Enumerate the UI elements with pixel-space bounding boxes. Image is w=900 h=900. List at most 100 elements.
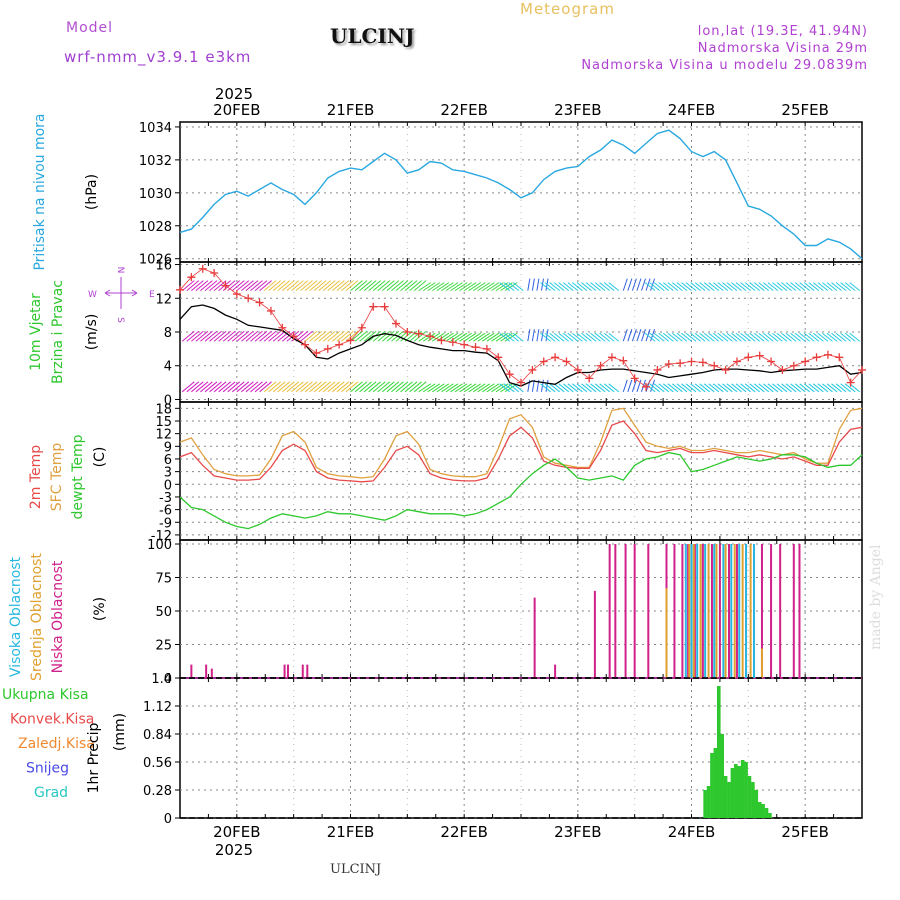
y-tick-label: 3 <box>164 466 172 481</box>
wind-barb <box>558 282 570 292</box>
wind-barb <box>694 332 706 342</box>
wind-barb <box>608 332 620 342</box>
precip-bar <box>730 768 735 818</box>
wind-barb <box>236 381 250 393</box>
wind-barb <box>690 383 701 393</box>
wind-barb <box>382 330 395 342</box>
gust-line <box>179 268 863 388</box>
wind-barb <box>231 280 245 291</box>
wind-barb <box>758 282 770 292</box>
wind-barb <box>531 329 535 342</box>
wind-barb <box>672 282 683 292</box>
wind-barb <box>277 280 291 291</box>
wind-barb <box>377 330 391 342</box>
wind-barb <box>826 282 838 292</box>
wind-barb <box>844 332 856 342</box>
wind-barb <box>477 383 491 393</box>
footer-station: ULCINJ <box>330 862 382 877</box>
wind-barb <box>749 332 761 342</box>
wind-barb <box>599 282 610 292</box>
wind-barb <box>186 330 200 342</box>
wind-barb <box>758 332 770 342</box>
wind-barb <box>636 379 642 392</box>
wind-barb <box>454 383 468 393</box>
wind-barb <box>608 383 620 393</box>
pressure-ylabel: Pritisak na nivou mora <box>32 113 48 270</box>
wind-barb <box>327 330 341 342</box>
precip-legend-item: Zaledj.Kisa <box>18 736 95 752</box>
wind-barb <box>553 282 565 292</box>
wind-barb <box>363 330 377 342</box>
wind-barb <box>581 383 592 393</box>
precip-legend-item: Grad <box>34 785 68 801</box>
precip-bar <box>710 753 714 818</box>
wind-barb <box>404 381 418 393</box>
wind-barb <box>636 329 642 342</box>
wind-barb <box>281 280 295 291</box>
wind-barb <box>622 278 628 291</box>
wind-barb <box>685 332 697 342</box>
y-tick-label: 50 <box>155 605 172 620</box>
precip-legend-item: Konvek.Kisa <box>10 712 94 728</box>
precip-bar <box>757 802 762 818</box>
wind-barb <box>295 381 309 393</box>
wind-barb <box>263 280 277 291</box>
y-tick-label: -12 <box>151 529 172 544</box>
wind-barb <box>459 332 472 342</box>
wind-barb <box>263 330 277 342</box>
wind-barb <box>808 383 820 393</box>
y-tick-label: 1.12 <box>143 700 172 715</box>
wind-barb <box>436 383 450 393</box>
wind-barb <box>572 332 583 342</box>
t2m-line <box>179 420 863 483</box>
wind-barb <box>186 381 200 393</box>
wind-barb <box>703 383 715 393</box>
wind-barb <box>463 383 477 393</box>
y-tick-label: 1032 <box>139 154 172 169</box>
wind-barb <box>799 383 811 393</box>
wind-barb <box>558 332 570 342</box>
wind-barb <box>676 332 688 342</box>
wind-speed-line <box>179 304 863 387</box>
wind-barb <box>436 282 450 292</box>
wind-barb <box>313 280 327 291</box>
cloud-unit: (%) <box>92 597 108 621</box>
gust-marker <box>176 285 184 294</box>
wind-barb <box>631 379 637 392</box>
wind-barb <box>781 332 792 342</box>
wind-barb <box>703 332 715 342</box>
y-tick-label: 0 <box>164 672 172 687</box>
wind-barb <box>622 379 628 392</box>
wind-barb <box>831 282 842 292</box>
wind-barb <box>482 332 495 342</box>
wind-barb <box>562 383 574 393</box>
wind-barb <box>822 282 833 292</box>
wind-barb <box>735 383 747 393</box>
wind-barb <box>477 282 491 292</box>
precip-bar <box>764 808 769 818</box>
wind-barb <box>191 330 204 342</box>
wind-barb <box>427 282 441 292</box>
wind-barb <box>386 280 400 291</box>
wind-barb <box>259 381 272 393</box>
wind-barb <box>699 282 710 292</box>
wind-barb <box>676 383 688 393</box>
cloud-ylabel: Niska Oblacnost <box>50 560 66 673</box>
wind-barb <box>486 332 500 342</box>
wind-barb <box>286 381 300 393</box>
wind-barb <box>794 282 806 292</box>
wind-barb <box>499 282 510 292</box>
wind-barb <box>322 280 336 291</box>
wind-barb <box>472 332 486 342</box>
wind-barb <box>649 282 660 292</box>
y-tick-label: -6 <box>159 504 172 519</box>
precip-legend-item: Ukupna Kisa <box>2 687 89 703</box>
wind-barb <box>644 332 656 342</box>
wind-barb <box>350 330 363 342</box>
wind-barb <box>681 332 692 342</box>
precip-bar <box>751 782 755 818</box>
precip-bar <box>734 764 738 818</box>
wind-barb <box>794 383 806 393</box>
wind-barb <box>831 332 842 342</box>
wind-barb <box>663 383 674 393</box>
